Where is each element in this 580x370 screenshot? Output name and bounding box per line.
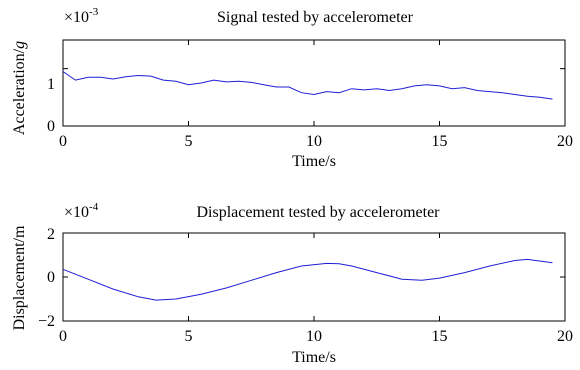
displacement-ytick-label-2: 2 <box>47 226 55 243</box>
displacement-xtick-label-10: 10 <box>306 328 322 345</box>
displacement-xtick-label-5: 5 <box>185 328 193 345</box>
displacement-exponent: ×10-4 <box>64 201 99 221</box>
acceleration-exponent-power: -3 <box>89 6 99 18</box>
acceleration-xtick-label-5: 5 <box>185 133 193 150</box>
acceleration-xtick-label-20: 20 <box>557 133 573 150</box>
acceleration-panel: Signal tested by accelerometer ×10-3 Acc… <box>11 6 573 170</box>
acceleration-plot-area <box>62 39 566 127</box>
acceleration-xtick-label-0: 0 <box>59 133 67 150</box>
displacement-xtick-label-15: 15 <box>432 328 448 345</box>
displacement-series-line <box>62 258 553 301</box>
displacement-exponent-power: -4 <box>89 201 99 213</box>
displacement-y-axis-label: Displacement/m <box>11 225 28 330</box>
displacement-ytick-label-0: 0 <box>47 269 55 286</box>
acceleration-x-axis-label: Time/s <box>292 153 336 170</box>
displacement-title: Displacement tested by accelerometer <box>197 204 441 221</box>
displacement-x-axis-label: Time/s <box>292 349 336 366</box>
acceleration-xtick-label-10: 10 <box>306 133 322 150</box>
acceleration-y-axis-label-text: Acceleration/ <box>11 48 28 135</box>
acceleration-series-line <box>62 71 553 100</box>
acceleration-title: Signal tested by accelerometer <box>217 9 414 26</box>
acceleration-exponent: ×10-3 <box>64 6 99 26</box>
displacement-panel: Displacement tested by accelerometer ×10… <box>11 201 573 366</box>
acceleration-exponent-base: ×10 <box>64 9 89 26</box>
displacement-xtick-label-0: 0 <box>59 328 67 345</box>
acceleration-xtick-label-15: 15 <box>432 133 448 150</box>
displacement-xtick-label-20: 20 <box>557 328 573 345</box>
displacement-plot-area <box>62 232 566 322</box>
acceleration-ytick-label-1: 1 <box>47 76 55 93</box>
displacement-ytick-label-neg2: −2 <box>38 313 55 330</box>
acceleration-ytick-label-0: 0 <box>47 118 55 135</box>
acceleration-ticks <box>62 40 566 127</box>
displacement-ticks <box>62 232 566 322</box>
acceleration-y-axis-label: Acceleration/g <box>11 41 28 135</box>
acceleration-y-axis-label-unit: g <box>11 41 28 49</box>
displacement-exponent-base: ×10 <box>64 204 89 221</box>
